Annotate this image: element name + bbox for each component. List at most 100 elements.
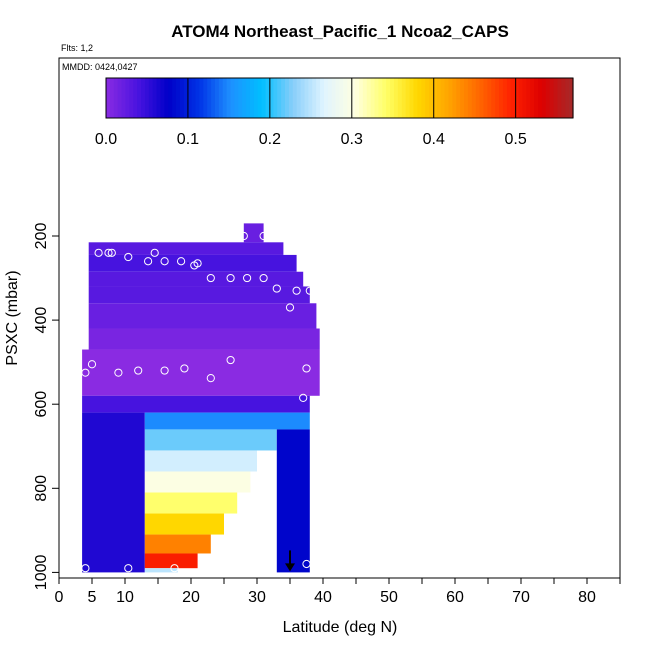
colorbar-swatch (456, 78, 461, 118)
colorbar-swatch (265, 78, 271, 118)
x-tick-label: 20 (182, 589, 200, 606)
colorbar-swatch (339, 78, 344, 118)
colorbar-swatch (106, 78, 111, 118)
colorbar-swatch (518, 78, 524, 118)
colorbar-swatch (222, 78, 228, 118)
colorbar-swatch (510, 78, 516, 118)
colorbar-swatch (141, 78, 146, 118)
colorbar-swatch (370, 78, 376, 118)
colorbar-swatch (487, 78, 492, 118)
observation-point (94, 248, 103, 257)
colorbar-swatch (452, 78, 457, 118)
colorbar-swatch (502, 78, 508, 118)
observation-point (160, 257, 169, 266)
observation-point (81, 368, 90, 377)
colorbar-swatch (281, 78, 286, 118)
colorbar-swatch (432, 78, 438, 118)
colorbar-swatch (499, 78, 504, 118)
y-tick-label: 600 (33, 391, 50, 418)
observation-point (243, 273, 252, 283)
colorbar-swatch (382, 78, 387, 118)
observation-point (177, 257, 186, 266)
colorbar-swatch (467, 78, 473, 118)
colorbar-tick-label: 0.5 (505, 131, 527, 148)
colorbar-swatch (436, 78, 442, 118)
observation-point (305, 286, 314, 295)
colorbar-swatch (176, 78, 181, 118)
colorbar-swatch (261, 78, 267, 118)
colorbar-tick-label: 0.3 (341, 131, 363, 148)
observation-point (134, 366, 143, 375)
observation-point (206, 374, 215, 383)
colorbar-tick-label: 0.0 (95, 131, 117, 148)
colorbar-swatch (460, 78, 465, 118)
heatmap-cell (144, 429, 277, 451)
colorbar-swatch (390, 78, 395, 118)
observation-point (124, 564, 133, 573)
x-tick-label: 70 (512, 589, 530, 606)
colorbar-swatch (335, 78, 341, 118)
colorbar-swatch (320, 78, 325, 118)
colorbar-swatch (405, 78, 411, 118)
y-tick-label: 400 (33, 307, 50, 334)
x-tick-label: 30 (248, 589, 266, 606)
colorbar-swatch (565, 78, 570, 118)
observation-point (107, 248, 116, 257)
colorbar-swatch (152, 78, 158, 118)
heatmap-cell (82, 349, 320, 396)
chart-title: ATOM4 Northeast_Pacific_1 Ncoa2_CAPS (171, 22, 509, 41)
colorbar-swatch (129, 78, 134, 118)
heatmap-cell (144, 412, 310, 430)
observation-point (144, 257, 153, 266)
colorbar-tick-label: 0.4 (423, 131, 445, 148)
colorbar-swatch (242, 78, 247, 118)
colorbar-swatch (475, 78, 481, 118)
observation-point (302, 559, 311, 569)
colorbar-swatch (304, 78, 309, 118)
colorbar-swatch (514, 78, 520, 118)
colorbar-swatch (113, 78, 119, 118)
x-tick-label: 80 (578, 589, 596, 606)
colorbar-swatch (541, 78, 547, 118)
colorbar-swatch (362, 78, 368, 118)
observation-point (292, 286, 301, 295)
colorbar-swatch (331, 78, 337, 118)
heatmap-cell (88, 271, 304, 287)
colorbar-swatch (160, 78, 165, 118)
colorbar-swatch (269, 78, 274, 118)
x-tick-label: 10 (116, 589, 134, 606)
colorbar-swatch (308, 78, 313, 118)
heatmap-cell (88, 286, 310, 304)
heatmap-cell (88, 242, 284, 255)
colorbar-swatch (545, 78, 551, 118)
observation-point (206, 273, 215, 283)
colorbar-swatch (148, 78, 154, 118)
x-tick-label: 50 (380, 589, 398, 606)
colorbar-swatch (464, 78, 469, 118)
colorbar-swatch (179, 78, 185, 118)
colorbar-swatch (366, 78, 372, 118)
colorbar-swatch (417, 78, 422, 118)
colorbar-swatch (491, 78, 496, 118)
colorbar-swatch (483, 78, 488, 118)
colorbar-swatch (109, 78, 115, 118)
y-axis: 200 400 600 800 1000 (33, 223, 59, 591)
observation-point (299, 393, 308, 402)
flights-label: Flts: 1,2 (61, 43, 93, 53)
observation-point (170, 564, 179, 573)
colorbar-swatch (553, 78, 559, 118)
colorbar-swatch (199, 78, 204, 118)
colorbar-swatch (530, 78, 535, 118)
y-tick-label: 1000 (33, 555, 50, 591)
colorbar-swatch (191, 78, 197, 118)
colorbar-swatch (168, 78, 173, 118)
observation-point (150, 248, 159, 257)
colorbar-swatch (203, 78, 208, 118)
colorbar-swatch (246, 78, 251, 118)
colorbar-swatch (300, 78, 306, 118)
observation-point (87, 360, 97, 369)
heatmap-cell (144, 513, 224, 535)
observation-point (124, 252, 133, 262)
colorbar-swatch (425, 78, 430, 118)
colorbar-swatch (296, 78, 302, 118)
